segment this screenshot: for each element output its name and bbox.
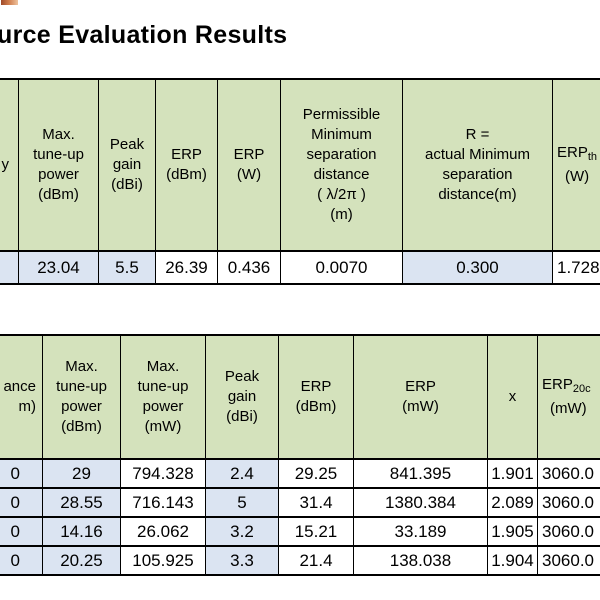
- cell-distance: 0: [0, 545, 43, 576]
- col-erp-20cm: ERP20c (mW): [537, 334, 600, 460]
- cell-peak-gain: 2.4: [205, 458, 279, 489]
- cell-distance: 0: [0, 458, 43, 489]
- cell-distance: 0: [0, 516, 43, 547]
- cell-distance: 0: [0, 487, 43, 518]
- table1-data-row: 23.04 5.5 26.39 0.436 0.0070 0.300 1.728: [0, 250, 600, 285]
- col-peak-gain: Peak gain (dBi): [98, 78, 156, 252]
- cell-erp-dbm: 26.39: [155, 250, 218, 285]
- cell-erp-mw: 1380.384: [353, 487, 488, 518]
- cell-erp-mw: 33.189: [353, 516, 488, 547]
- cell-max-tuneup-power-dbm: 14.16: [42, 516, 121, 547]
- cell-erp-w: 0.436: [217, 250, 281, 285]
- cell-permissible-min-separation: 0.0070: [280, 250, 403, 285]
- cell-peak-gain: 3.2: [205, 516, 279, 547]
- col-permissible-min-separation: Permissible Minimum separation distance …: [280, 78, 403, 252]
- table2-header-row: ance m) Max. tune-up power (dBm) Max. tu…: [0, 334, 600, 460]
- cell-max-tuneup-power-mw: 105.925: [120, 545, 206, 576]
- cell-erp-20cm: 3060.0: [537, 545, 600, 576]
- cell-actual-min-separation: 0.300: [402, 250, 553, 285]
- cell-erp-20cm: 3060.0: [537, 516, 600, 547]
- col-actual-min-separation: R = actual Minimum separation distance(m…: [402, 78, 553, 252]
- cell-x-factor: 2.089: [487, 487, 538, 518]
- col-max-tuneup-power-mw: Max. tune-up power (mW): [120, 334, 206, 460]
- col-x-factor: x: [487, 334, 538, 460]
- logo-fragment: [1, 0, 18, 5]
- cell-erp-dbm: 29.25: [278, 458, 354, 489]
- cell-erp-threshold: 1.728: [552, 250, 600, 285]
- cell-max-tuneup-power-mw: 26.062: [120, 516, 206, 547]
- col-distance: ance m): [0, 334, 43, 460]
- col-erp-mw: ERP (mW): [353, 334, 488, 460]
- cell-max-tuneup-power-mw: 716.143: [120, 487, 206, 518]
- cell-peak-gain: 5: [205, 487, 279, 518]
- erp-evaluation-table: y Max. tune-up power (dBm) Peak gain (dB…: [0, 78, 600, 285]
- cell-frequency: [0, 250, 19, 285]
- cell-erp-20cm: 3060.0: [537, 458, 600, 489]
- col-max-tuneup-power-dbm: Max. tune-up power (dBm): [42, 334, 121, 460]
- table2-data-row: 0 20.25 105.925 3.3 21.4 138.038 1.904 3…: [0, 545, 600, 576]
- cell-max-tuneup-power-dbm: 28.55: [42, 487, 121, 518]
- col-erp-w: ERP (W): [217, 78, 281, 252]
- col-peak-gain: Peak gain (dBi): [205, 334, 279, 460]
- cell-erp-20cm: 3060.0: [537, 487, 600, 518]
- cell-max-tuneup-power-dbm: 20.25: [42, 545, 121, 576]
- cell-erp-mw: 138.038: [353, 545, 488, 576]
- page-title: urce Evaluation Results: [0, 21, 288, 49]
- cell-erp-dbm: 15.21: [278, 516, 354, 547]
- col-erp-threshold: ERPth (W): [552, 78, 600, 252]
- table2-data-row: 0 29 794.328 2.4 29.25 841.395 1.901 306…: [0, 458, 600, 489]
- table2-data-row: 0 14.16 26.062 3.2 15.21 33.189 1.905 30…: [0, 516, 600, 547]
- cell-x-factor: 1.904: [487, 545, 538, 576]
- cell-max-tuneup-power-dbm: 29: [42, 458, 121, 489]
- cell-max-tuneup-power-dbm: 23.04: [18, 250, 99, 285]
- col-erp-dbm: ERP (dBm): [155, 78, 218, 252]
- cell-erp-dbm: 21.4: [278, 545, 354, 576]
- col-erp-dbm: ERP (dBm): [278, 334, 354, 460]
- table2-data-row: 0 28.55 716.143 5 31.4 1380.384 2.089 30…: [0, 487, 600, 518]
- table1-header-row: y Max. tune-up power (dBm) Peak gain (dB…: [0, 78, 600, 252]
- col-frequency: y: [0, 78, 19, 252]
- cell-peak-gain: 5.5: [98, 250, 156, 285]
- col-max-tuneup-power-dbm: Max. tune-up power (dBm): [18, 78, 99, 252]
- cell-erp-mw: 841.395: [353, 458, 488, 489]
- cell-peak-gain: 3.3: [205, 545, 279, 576]
- erp-per-band-table: ance m) Max. tune-up power (dBm) Max. tu…: [0, 334, 600, 576]
- cell-x-factor: 1.901: [487, 458, 538, 489]
- cell-max-tuneup-power-mw: 794.328: [120, 458, 206, 489]
- cell-x-factor: 1.905: [487, 516, 538, 547]
- cell-erp-dbm: 31.4: [278, 487, 354, 518]
